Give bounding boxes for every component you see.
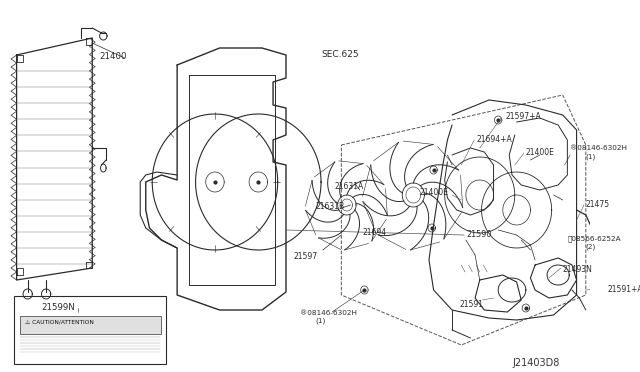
Text: 21694+A: 21694+A [476, 135, 512, 144]
Text: 21400: 21400 [100, 52, 127, 61]
Text: SEC.625: SEC.625 [321, 50, 358, 59]
Text: ®08146-6302H: ®08146-6302H [300, 310, 357, 316]
Text: 21631B: 21631B [316, 202, 344, 211]
Text: 21590: 21590 [467, 230, 492, 239]
Text: 21597+A: 21597+A [506, 112, 541, 121]
Text: (1): (1) [316, 318, 326, 324]
Text: 21597: 21597 [293, 252, 317, 261]
Bar [20, 316, 161, 334]
Text: 21475: 21475 [586, 200, 610, 209]
Bar [14, 296, 166, 364]
Text: 21400E: 21400E [526, 148, 555, 157]
Text: 21591: 21591 [460, 300, 483, 309]
Text: Ⓢ08566-6252A: Ⓢ08566-6252A [568, 235, 621, 241]
Text: 21631A: 21631A [335, 182, 364, 191]
Text: 21694: 21694 [362, 228, 387, 237]
Text: (2): (2) [586, 243, 596, 250]
Text: ®08146-6302H: ®08146-6302H [570, 145, 627, 151]
Text: 21591+A: 21591+A [607, 285, 640, 294]
Text: J21403D8: J21403D8 [512, 358, 559, 368]
Text: 21599N: 21599N [42, 303, 76, 312]
Text: 21493N: 21493N [563, 265, 593, 274]
Text: 21400E: 21400E [420, 188, 449, 197]
Text: ⚠ CAUTION/ATTENTION: ⚠ CAUTION/ATTENTION [25, 320, 94, 325]
Text: (1): (1) [586, 153, 596, 160]
